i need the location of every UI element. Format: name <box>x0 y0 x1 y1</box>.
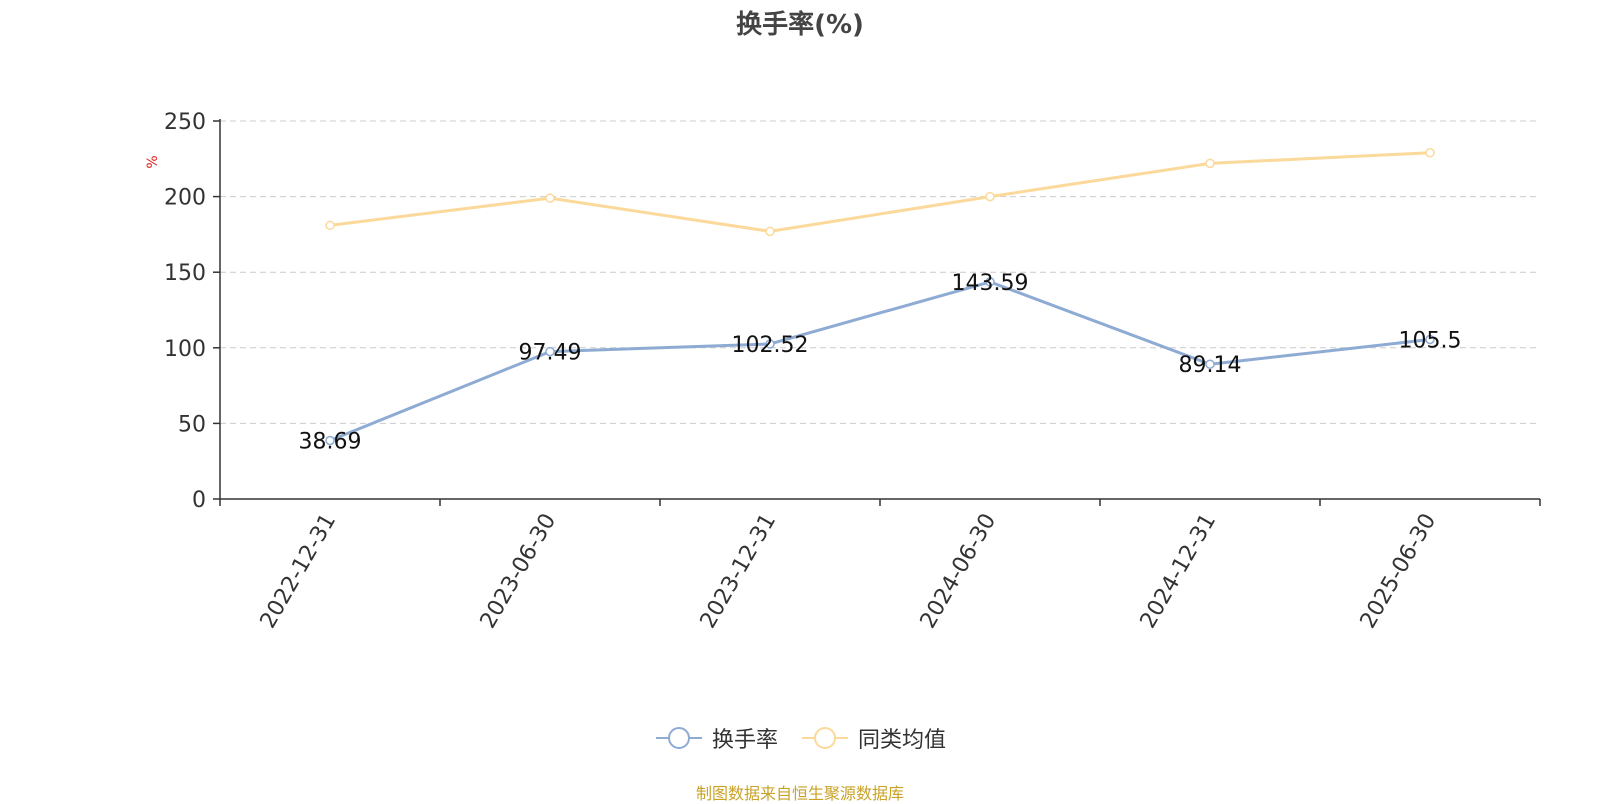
series-line-0 <box>329 280 1431 442</box>
legend-label-turnover: 换手率 <box>711 728 778 753</box>
data-point-1-0 <box>325 220 335 231</box>
y-tick-label: 150 <box>164 261 206 286</box>
x-tick-label: 2024-06-30 <box>916 510 1002 633</box>
data-point-0-2 <box>765 339 775 349</box>
x-tick-label: 2023-06-30 <box>476 510 562 633</box>
x-tick-label: 2022-12-31 <box>256 510 342 633</box>
legend-item-turnover[interactable]: 换手率 <box>654 722 778 754</box>
chart-title: 换手率(%) <box>736 10 864 40</box>
data-point-0-0 <box>325 435 335 446</box>
y-axis-label: % <box>145 155 161 168</box>
y-tick-label: 0 <box>192 488 206 513</box>
legend-marker-turnover-icon <box>655 727 702 749</box>
data-point-1-5 <box>1425 148 1435 158</box>
data-label: 89.14 <box>1179 353 1242 378</box>
grid-lines <box>220 120 1540 424</box>
data-point-1-1 <box>545 193 555 203</box>
y-tick-label: 50 <box>178 412 206 437</box>
legend-marker-peer-average-icon <box>802 727 848 749</box>
data-point-1-3 <box>985 191 995 202</box>
axes: 0 50 100 150 200 250 2022-12-31 2023-06-30 2023-… <box>164 110 1541 633</box>
data-labels-layer: 38.69 97.49 102.52 143.59 89.14 105.5 <box>299 271 1462 455</box>
source-note: 制图数据来自恒生聚源数据库 <box>695 784 904 803</box>
data-label: 97.49 <box>519 341 582 366</box>
legend: 换手率 同类均值 <box>0 722 1600 754</box>
data-label: 143.59 <box>952 271 1029 296</box>
legend-item-peer-average[interactable]: 同类均值 <box>800 722 946 754</box>
x-tick-label: 2024-12-31 <box>1136 510 1222 633</box>
data-point-0-3 <box>985 277 995 287</box>
data-label: 102.52 <box>732 333 809 358</box>
series-layer <box>325 148 1435 446</box>
data-point-1-2 <box>765 226 775 237</box>
data-label: 38.69 <box>299 430 362 455</box>
x-tick-label: 2025-06-30 <box>1356 510 1442 633</box>
y-tick-label: 100 <box>164 337 206 362</box>
data-point-0-5 <box>1425 334 1435 345</box>
legend-label-peer-average: 同类均值 <box>858 728 947 753</box>
data-point-1-4 <box>1205 158 1215 169</box>
x-tick-label: 2023-12-31 <box>696 510 782 633</box>
data-point-0-4 <box>1205 359 1215 369</box>
y-tick-label: 200 <box>164 186 206 211</box>
y-tick-label: 250 <box>164 110 206 135</box>
data-point-0-1 <box>545 346 555 357</box>
data-label: 105.5 <box>1399 328 1462 353</box>
series-line-1 <box>329 151 1431 233</box>
